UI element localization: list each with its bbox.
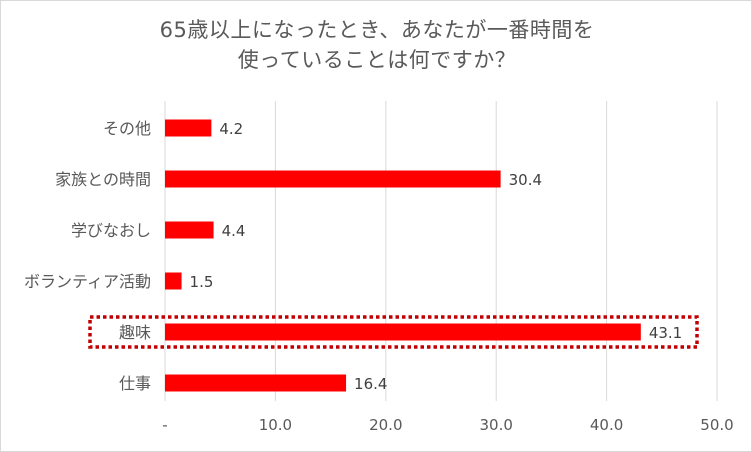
category-label: 学びなおし xyxy=(71,221,151,240)
data-label: 4.4 xyxy=(222,222,246,240)
category-label: ボランティア活動 xyxy=(24,272,151,291)
chart-title-line-1: 65歳以上になったとき、あなたが一番時間を xyxy=(159,18,595,42)
data-label: 16.4 xyxy=(354,375,387,393)
category-label: その他 xyxy=(103,119,151,138)
bar xyxy=(165,119,212,137)
chart-title-line-2: 使っていることは何ですか？ xyxy=(237,48,517,72)
data-label: 4.2 xyxy=(219,120,243,138)
bar xyxy=(165,272,182,290)
x-tick-label: 20.0 xyxy=(369,416,402,434)
chart-title: 65歳以上になったとき、あなたが一番時間を 使っていることは何ですか？ xyxy=(1,15,751,75)
bar xyxy=(165,170,501,188)
category-label: 家族との時間 xyxy=(55,170,151,189)
x-tick-label: 30.0 xyxy=(479,416,512,434)
category-label: 仕事 xyxy=(119,374,151,393)
x-tick-label: 40.0 xyxy=(590,416,623,434)
data-label: 1.5 xyxy=(190,273,214,291)
category-label: 趣味 xyxy=(119,323,151,342)
data-label: 43.1 xyxy=(649,324,682,342)
x-tick-label: 50.0 xyxy=(700,416,733,434)
x-tick-label: - xyxy=(162,416,167,434)
bar xyxy=(165,323,641,341)
bar xyxy=(165,221,214,239)
bar xyxy=(165,374,347,392)
data-label: 30.4 xyxy=(509,171,542,189)
x-tick-label: 10.0 xyxy=(259,416,292,434)
